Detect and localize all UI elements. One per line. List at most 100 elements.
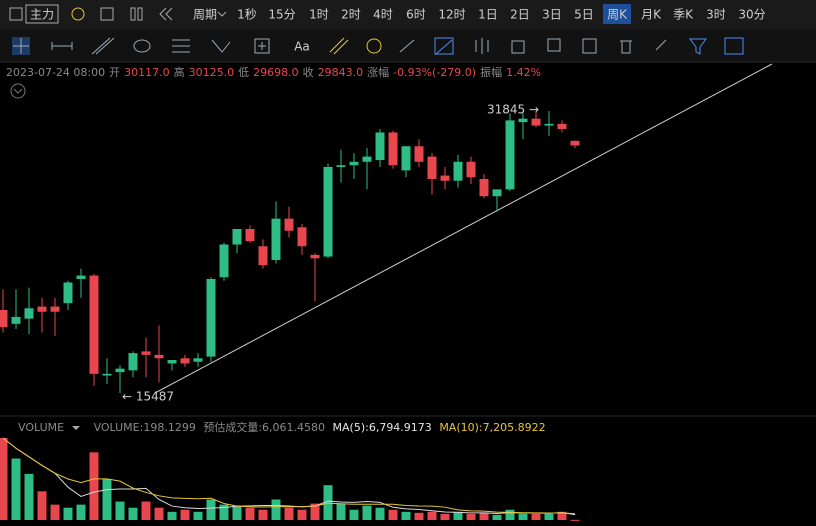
field-label: 开 [109, 66, 121, 79]
candle-body [115, 368, 125, 373]
volume-bar [63, 507, 73, 520]
candle-body [219, 244, 229, 278]
volume-estimate: 预估成交量:6,061.4580 [203, 421, 326, 434]
period-tab[interactable]: 周期 [193, 8, 217, 22]
volume-bar [141, 501, 151, 520]
collapse-arrow [13, 88, 23, 94]
candle-body [11, 316, 21, 324]
field-value: 29843.0 [317, 66, 364, 79]
volume-bar [479, 512, 489, 520]
period-tab[interactable]: 1日 [478, 8, 498, 22]
volume-value: VOLUME:198.1299 [93, 421, 196, 434]
candle-body [232, 229, 242, 245]
volume-bar [76, 504, 86, 520]
annotation: ← 15487 [122, 390, 174, 404]
period-tab[interactable]: 12时 [438, 8, 465, 22]
candle-body [336, 165, 346, 167]
volume-bar [37, 491, 47, 520]
period-tab[interactable]: 1秒 [237, 8, 257, 22]
volume-header: VOLUME VOLUME:198.1299 预估成交量:6,061.4580 … [18, 419, 550, 435]
period-tab[interactable]: 30分 [738, 8, 765, 22]
volume-bar [570, 519, 580, 521]
candle-body [557, 123, 567, 130]
volume-bar [232, 505, 242, 520]
volume-bar [557, 511, 567, 520]
period-tab[interactable]: 3日 [542, 8, 562, 22]
volume-bar [89, 452, 99, 520]
volume-bar [323, 485, 333, 520]
volume-bar [206, 499, 216, 520]
field-value: 29698.0 [253, 66, 299, 79]
candle-body [284, 218, 294, 231]
volume-bar [167, 511, 177, 520]
field-value: -0.93%(-279.0) [393, 66, 477, 79]
volume-name[interactable]: VOLUME [18, 421, 65, 434]
candle-body [388, 132, 398, 166]
candle-body [102, 373, 112, 376]
volume-bar [115, 501, 125, 520]
field-label: 高 [173, 66, 185, 79]
candle-body [544, 123, 554, 126]
period-tab[interactable]: 主力 [30, 8, 54, 22]
candle-body [50, 306, 60, 312]
period-tab[interactable]: 2时 [341, 8, 361, 22]
icon[interactable] [137, 7, 143, 21]
candle-body [206, 278, 216, 357]
period-tab[interactable]: 季K [673, 8, 694, 22]
period-tab[interactable]: 5日 [574, 8, 594, 22]
period-tab[interactable]: 1时 [309, 8, 329, 22]
volume-bar [193, 511, 203, 520]
volume-bar [440, 513, 450, 520]
ma5-value: MA(5):6,794.9173 [332, 421, 432, 434]
drawing-tools[interactable] [12, 37, 744, 55]
dropdown-arrow [72, 426, 80, 430]
volume-bar [492, 514, 502, 520]
volume-bar [544, 513, 554, 520]
volume-bar [219, 504, 229, 520]
icon[interactable] [9, 7, 23, 21]
volume-bar [24, 473, 34, 520]
icon[interactable] [100, 7, 114, 21]
volume-bar [466, 513, 476, 520]
volume-bar [0, 438, 8, 520]
collapse-button[interactable] [10, 83, 26, 99]
field-label: 收 [302, 66, 314, 79]
volume-bar [427, 511, 437, 520]
field-label: 低 [238, 66, 250, 79]
volume-bar [362, 505, 372, 520]
field-value: 1.42% [506, 66, 542, 79]
candle-body [245, 229, 255, 242]
candle-body [375, 132, 385, 161]
candle-body [505, 120, 515, 190]
candle-body [362, 156, 372, 162]
ohlc-header: 2023-07-24 08:00 开 30117.0 高 30125.0 低 29698.0… [6, 64, 545, 80]
period-tab[interactable]: 2日 [510, 8, 530, 22]
volume-bar [271, 499, 281, 520]
candle-body [63, 282, 73, 304]
period-tab[interactable]: 4时 [373, 8, 393, 22]
candle-body [466, 161, 476, 178]
period-tab[interactable]: 3时 [706, 8, 726, 22]
period-tab[interactable]: 15分 [268, 8, 295, 22]
candle-body [531, 118, 541, 126]
candle-body [427, 156, 437, 180]
candle-body [180, 358, 190, 364]
candle-body [440, 175, 450, 181]
icon[interactable] [159, 7, 173, 21]
period-tab[interactable]: 周K [607, 8, 628, 22]
volume-bar [375, 507, 385, 520]
candle-body [349, 161, 359, 166]
candle-body [89, 275, 99, 374]
field-value: 30125.0 [188, 66, 235, 79]
period-tab[interactable]: 6时 [406, 8, 426, 22]
candle-body [492, 189, 502, 197]
candle-body [414, 146, 424, 162]
volume-bar [310, 503, 320, 520]
field-value: 30117.0 [124, 66, 170, 79]
text-tool[interactable]: Aa [294, 40, 310, 54]
candle-body [37, 306, 47, 312]
icon[interactable] [130, 7, 136, 21]
period-tab[interactable]: 月K [641, 8, 662, 22]
icon[interactable] [71, 7, 85, 21]
